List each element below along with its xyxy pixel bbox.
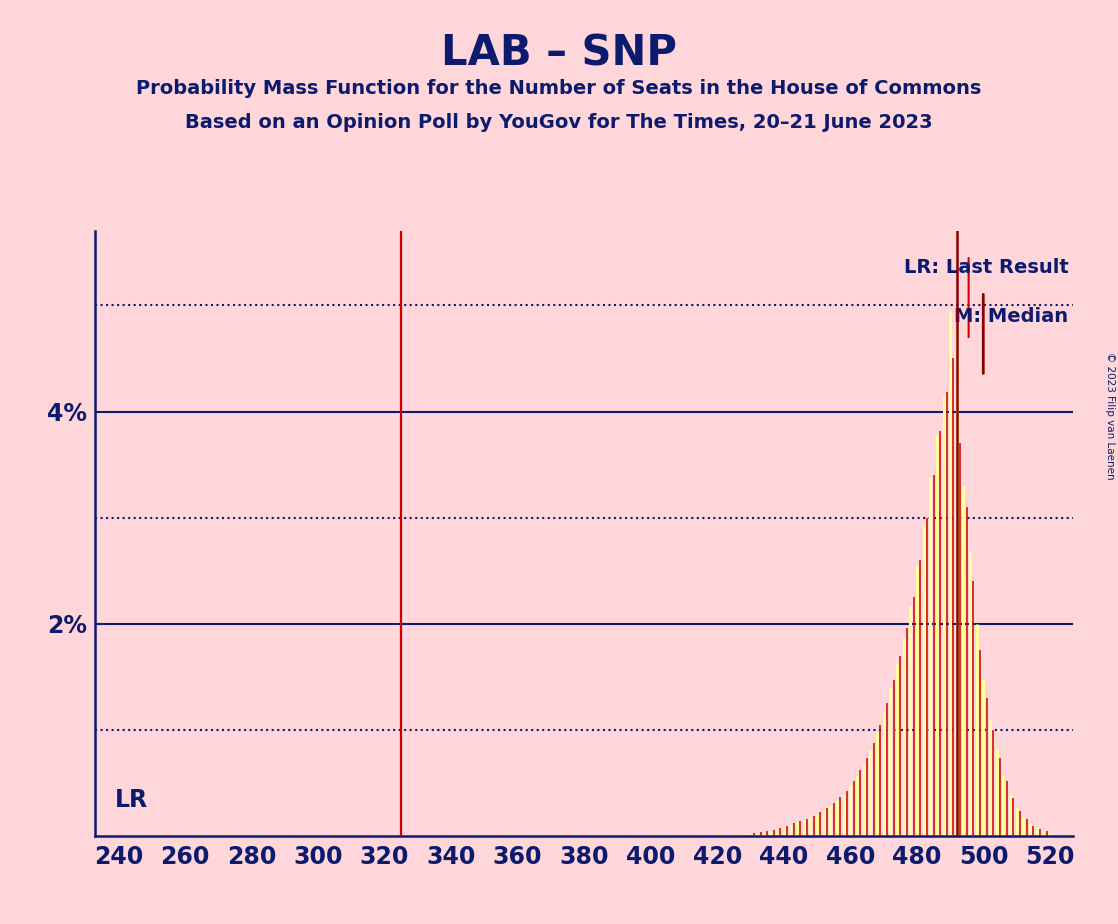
Text: LAB – SNP: LAB – SNP: [440, 32, 678, 74]
Text: LR: LR: [114, 788, 148, 812]
Text: LR: Last Result: LR: Last Result: [903, 258, 1069, 277]
Text: M: Median: M: Median: [955, 307, 1069, 325]
Text: © 2023 Filip van Laenen: © 2023 Filip van Laenen: [1106, 352, 1115, 480]
Text: Probability Mass Function for the Number of Seats in the House of Commons: Probability Mass Function for the Number…: [136, 79, 982, 98]
Text: Based on an Opinion Poll by YouGov for The Times, 20–21 June 2023: Based on an Opinion Poll by YouGov for T…: [186, 113, 932, 132]
